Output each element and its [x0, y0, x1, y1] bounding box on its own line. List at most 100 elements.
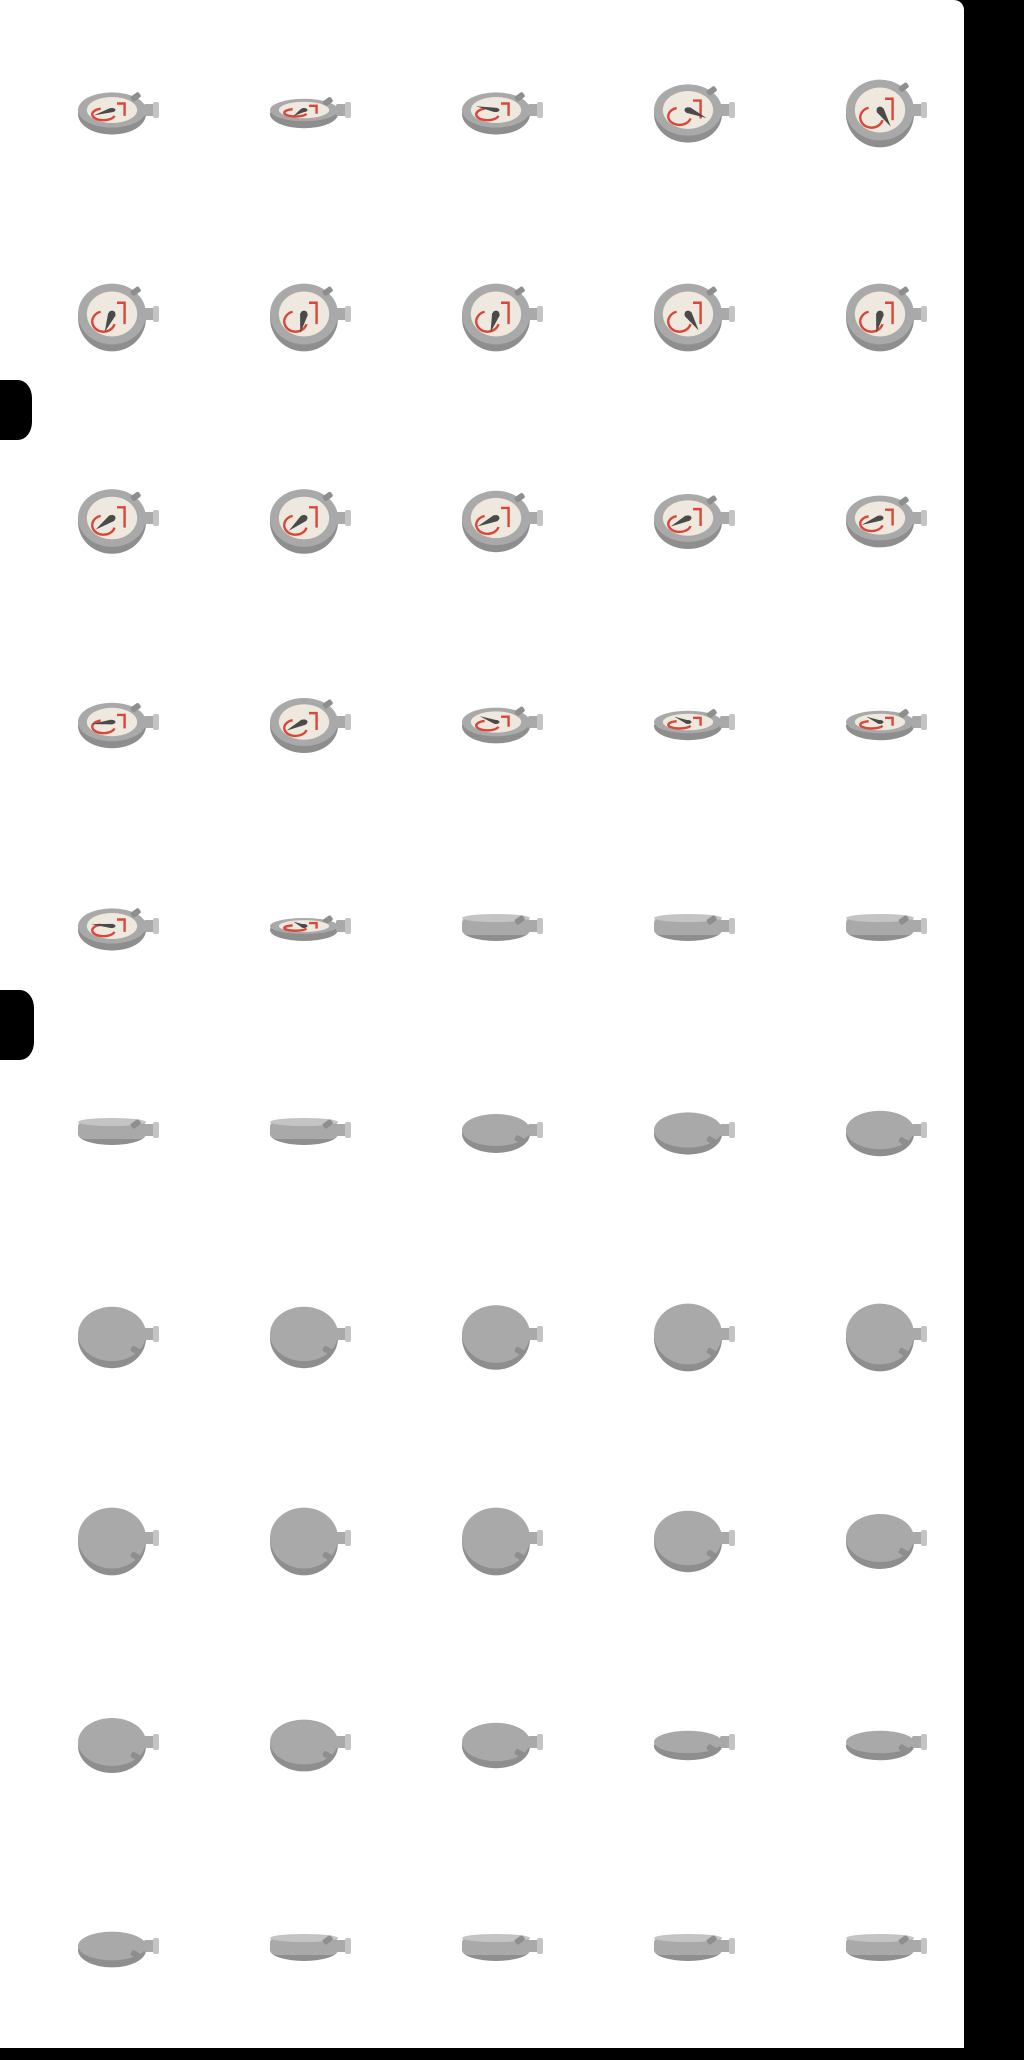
stopwatch-body [78, 1718, 146, 1766]
stopwatch-lever [514, 1749, 525, 1758]
stopwatch-lever [706, 1744, 717, 1754]
stopwatch-crown [912, 1532, 922, 1544]
sprite-frame [808, 836, 1000, 1040]
stopwatch-crown [336, 1940, 346, 1952]
stopwatch-lever [706, 1549, 717, 1559]
stopwatch-body [654, 1730, 722, 1754]
stopwatch-lever [706, 1347, 717, 1357]
stopwatch-icon [846, 79, 927, 148]
stopwatch-crown-cap [153, 1122, 159, 1138]
stopwatch-marking [475, 102, 510, 122]
stopwatch-lever [322, 1551, 333, 1561]
stopwatch-icon [846, 709, 927, 741]
stopwatch-icon [846, 495, 927, 548]
stopwatch-crown [144, 920, 154, 932]
stopwatch-needle-hub [684, 107, 692, 113]
stopwatch-crown [720, 104, 730, 116]
stopwatch-crown-cap [921, 1938, 927, 1954]
sprite-frame [808, 1856, 1000, 2060]
stopwatch-edge [846, 917, 914, 935]
stopwatch-crown [336, 1532, 346, 1544]
stopwatch-crown-cap [921, 306, 927, 322]
stopwatch-crown-cap [729, 1326, 735, 1342]
stopwatch-crown [144, 308, 154, 320]
sprite-frame [232, 1856, 424, 2060]
stopwatch-rim [462, 914, 530, 922]
stopwatch-icon [270, 1306, 351, 1369]
stopwatch-icon [270, 489, 351, 554]
stopwatch-crown [528, 1124, 538, 1136]
sprite-frame [424, 1652, 616, 1856]
stopwatch-crown [912, 1736, 922, 1748]
stopwatch-needle-hub [876, 310, 884, 318]
stopwatch-needle-hub [876, 515, 884, 521]
stopwatch-crown-cap [729, 510, 735, 526]
stopwatch-crown [720, 308, 730, 320]
stopwatch-crown [144, 1328, 154, 1340]
stopwatch-icon [846, 914, 927, 941]
stopwatch-crown-cap [537, 1938, 543, 1954]
sprite-frame [424, 1856, 616, 2060]
stopwatch-marking [859, 97, 894, 129]
stopwatch-marking [667, 301, 702, 333]
sprite-frame [232, 428, 424, 632]
stopwatch-icon [462, 1114, 543, 1153]
stopwatch-rim [654, 1934, 722, 1942]
stopwatch-needle [475, 106, 498, 113]
stopwatch-crown-cap [153, 714, 159, 730]
sprite-frame [424, 632, 616, 836]
stopwatch-needle [104, 312, 116, 332]
stopwatch-marking [859, 301, 894, 333]
stopwatch-crown-cap [729, 1938, 735, 1954]
stopwatch-rim [846, 1934, 914, 1942]
sprite-frame [616, 1856, 808, 2060]
stopwatch-crown-cap [345, 1734, 351, 1750]
stopwatch-rim [78, 1118, 146, 1126]
stopwatch-crown [720, 512, 730, 524]
stopwatch-icon [462, 914, 543, 941]
stopwatch-lever [130, 1752, 141, 1761]
sprite-frame [808, 1652, 1000, 1856]
stopwatch-icon [462, 490, 543, 553]
stopwatch-icon [846, 1514, 927, 1569]
stopwatch-lever [898, 709, 909, 719]
sprite-frame [808, 632, 1000, 836]
stopwatch-lever [514, 1135, 525, 1144]
stopwatch-needle-hub [108, 719, 116, 725]
stopwatch-crown [912, 716, 922, 728]
stopwatch-lever [322, 286, 333, 296]
stopwatch-edge [846, 1937, 914, 1955]
stopwatch-marking [475, 506, 510, 535]
stopwatch-crown-cap [345, 1122, 351, 1138]
stopwatch-lever [130, 703, 141, 713]
stopwatch-lever [322, 699, 333, 709]
stopwatch-lever [130, 1950, 141, 1960]
stopwatch-crown [528, 308, 538, 320]
sprite-frame [808, 1040, 1000, 1244]
stopwatch-marking [283, 104, 318, 118]
stopwatch-crown [144, 1532, 154, 1544]
stopwatch-icon [78, 283, 159, 352]
stopwatch-icon [654, 283, 735, 352]
stopwatch-body [462, 1507, 530, 1569]
stopwatch-marking [859, 508, 894, 533]
stopwatch-needle [90, 719, 113, 725]
stopwatch-marking [667, 716, 702, 730]
stopwatch-lever [898, 1137, 909, 1146]
stopwatch-icon [270, 283, 351, 352]
sprite-frame [40, 1652, 232, 1856]
stopwatch-needle [300, 313, 308, 333]
stopwatch-needle-hub [108, 108, 116, 112]
stopwatch-icon [270, 1507, 351, 1576]
stopwatch-lever [898, 1935, 909, 1945]
stopwatch-body [846, 1110, 914, 1150]
stopwatch-icon [462, 1934, 543, 1961]
stopwatch-crown-cap [537, 1734, 543, 1750]
stopwatch-crown [528, 920, 538, 932]
sprite-frame [40, 428, 232, 632]
stopwatch-crown-cap [345, 714, 351, 730]
sprite-frame [808, 1244, 1000, 1448]
stopwatch-icon [462, 1507, 543, 1576]
stopwatch-crown-cap [729, 1530, 735, 1546]
stopwatch-body [270, 1306, 338, 1362]
